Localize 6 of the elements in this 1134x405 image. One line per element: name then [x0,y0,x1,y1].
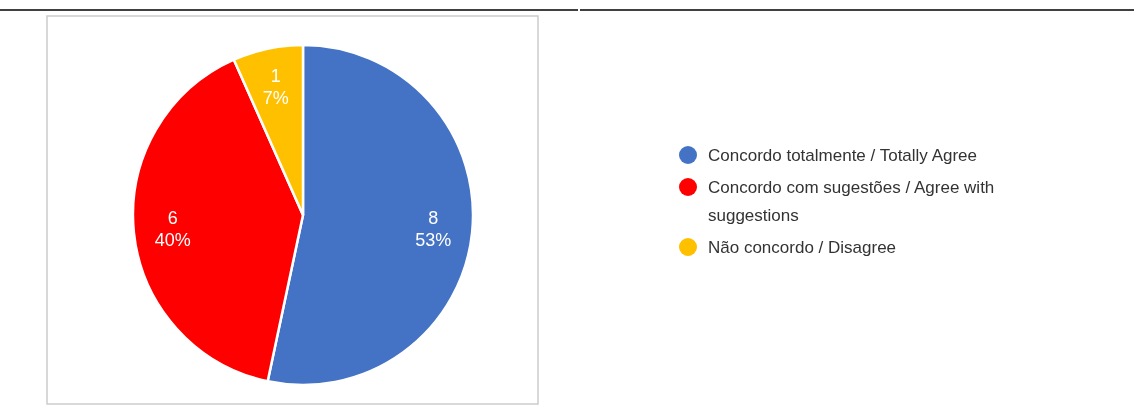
legend-label: Não concordo / Disagree [708,238,897,257]
legend-label: Concordo com sugestões / Agree with suggestions [708,178,995,225]
legend-label: Concordo totalmente / Totally Agree [708,146,978,165]
data-label: 8 53% [415,207,452,250]
data-label: 1 7% [262,65,289,108]
data-label: 6 40% [154,207,191,250]
